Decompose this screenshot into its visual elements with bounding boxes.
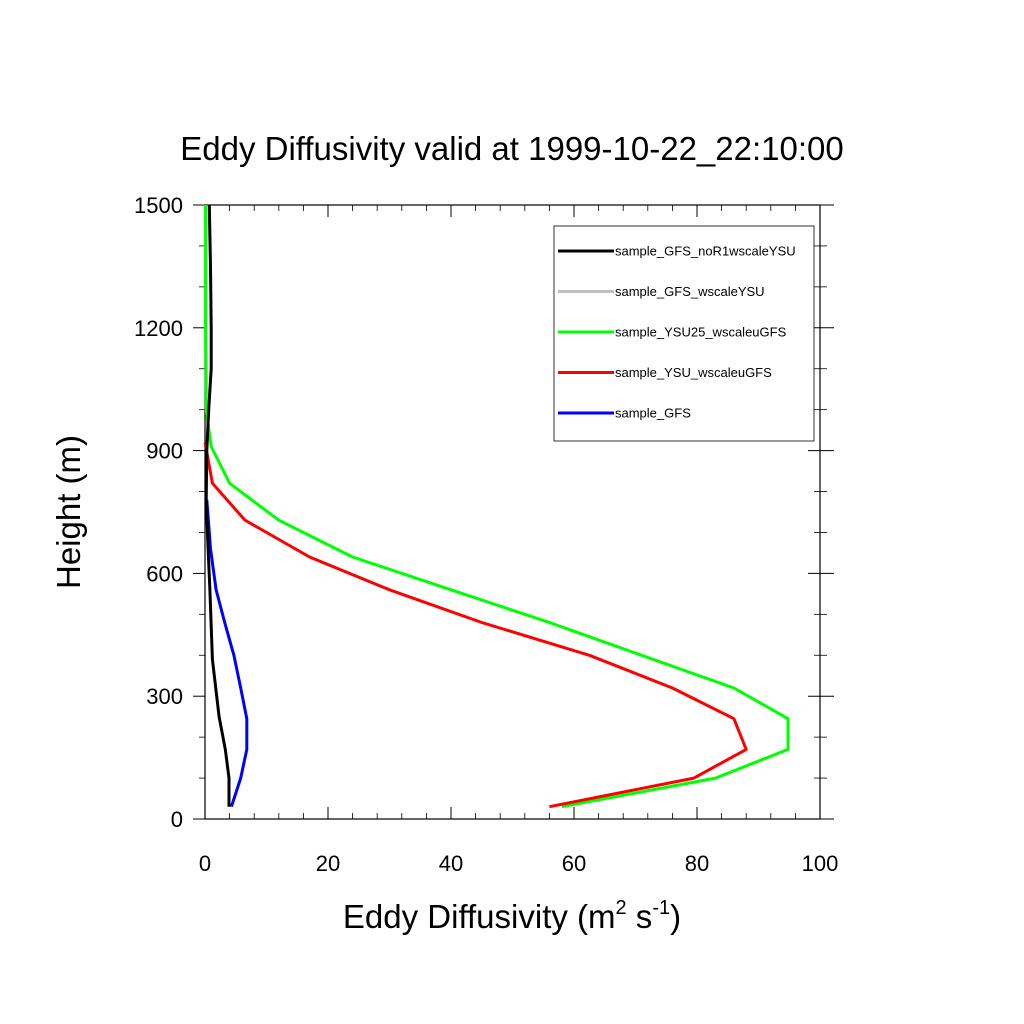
series-line-sample-gfs [205, 499, 249, 808]
y-tick-label: 600 [146, 561, 183, 586]
legend-label: sample_GFS_noR1wscaleYSU [615, 244, 796, 259]
legend-label: sample_YSU_wscaleuGFS [615, 365, 772, 380]
x-axis-label: Eddy Diffusivity (m2 s-1) [343, 897, 681, 935]
x-tick-label: 0 [199, 851, 211, 876]
series-line-sample-ysu-wscaleugfs [203, 442, 748, 809]
axis-ticks: 0 20 40 60 80 100 0 300 600 900 1200 1500 [134, 193, 838, 876]
plot-area [204, 204, 821, 820]
legend-label: sample_GFS [615, 406, 691, 421]
series-line-sample-ysu25-wscaleugfs [204, 205, 790, 809]
x-tick-label: 20 [316, 851, 340, 876]
y-tick-label: 1200 [134, 316, 183, 341]
legend-label: sample_GFS_wscaleYSU [615, 284, 765, 299]
legend: sample_GFS_noR1wscaleYSU sample_GFS_wscal… [553, 225, 815, 442]
series-line-sample-gfs-nor1wscaleysu [204, 204, 231, 807]
y-tick-label: 0 [171, 807, 183, 832]
legend-label: sample_YSU25_wscaleuGFS [615, 325, 787, 340]
y-tick-label: 1500 [134, 193, 183, 218]
x-tick-label: 40 [439, 851, 463, 876]
x-tick-label: 100 [802, 851, 839, 876]
y-axis-label: Height (m) [50, 435, 87, 589]
x-tick-label: 80 [685, 851, 709, 876]
chart-title: Eddy Diffusivity valid at 1999-10-22_22:… [180, 130, 843, 167]
x-tick-label: 60 [562, 851, 586, 876]
y-tick-label: 900 [146, 439, 183, 464]
plot-frame [204, 204, 821, 820]
series-lines [203, 204, 790, 809]
y-tick-label: 300 [146, 684, 183, 709]
